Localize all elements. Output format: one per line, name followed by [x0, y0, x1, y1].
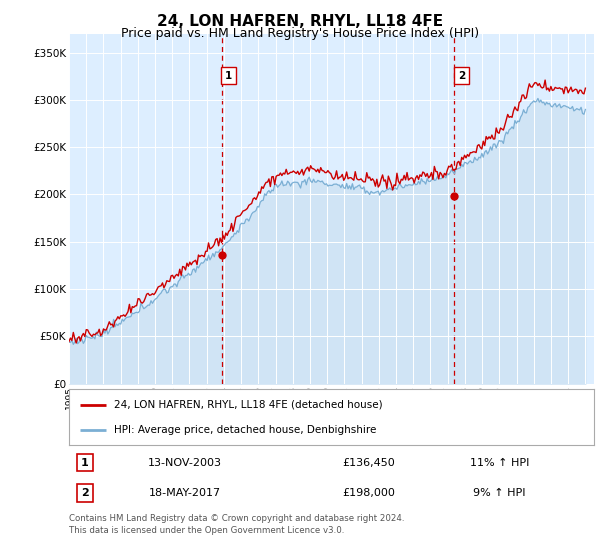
Text: HPI: Average price, detached house, Denbighshire: HPI: Average price, detached house, Denb…	[113, 424, 376, 435]
Text: £136,450: £136,450	[342, 458, 395, 468]
Text: 2: 2	[458, 71, 465, 81]
Text: 11% ↑ HPI: 11% ↑ HPI	[470, 458, 529, 468]
Text: 1: 1	[225, 71, 232, 81]
Text: 1: 1	[81, 458, 89, 468]
Text: Contains HM Land Registry data © Crown copyright and database right 2024.
This d: Contains HM Land Registry data © Crown c…	[69, 514, 404, 535]
Text: Price paid vs. HM Land Registry's House Price Index (HPI): Price paid vs. HM Land Registry's House …	[121, 27, 479, 40]
Text: 24, LON HAFREN, RHYL, LL18 4FE: 24, LON HAFREN, RHYL, LL18 4FE	[157, 14, 443, 29]
Text: £198,000: £198,000	[342, 488, 395, 498]
Text: 18-MAY-2017: 18-MAY-2017	[148, 488, 221, 498]
Text: 2: 2	[81, 488, 89, 498]
Text: 13-NOV-2003: 13-NOV-2003	[148, 458, 221, 468]
Text: 24, LON HAFREN, RHYL, LL18 4FE (detached house): 24, LON HAFREN, RHYL, LL18 4FE (detached…	[113, 400, 382, 410]
Text: 9% ↑ HPI: 9% ↑ HPI	[473, 488, 526, 498]
